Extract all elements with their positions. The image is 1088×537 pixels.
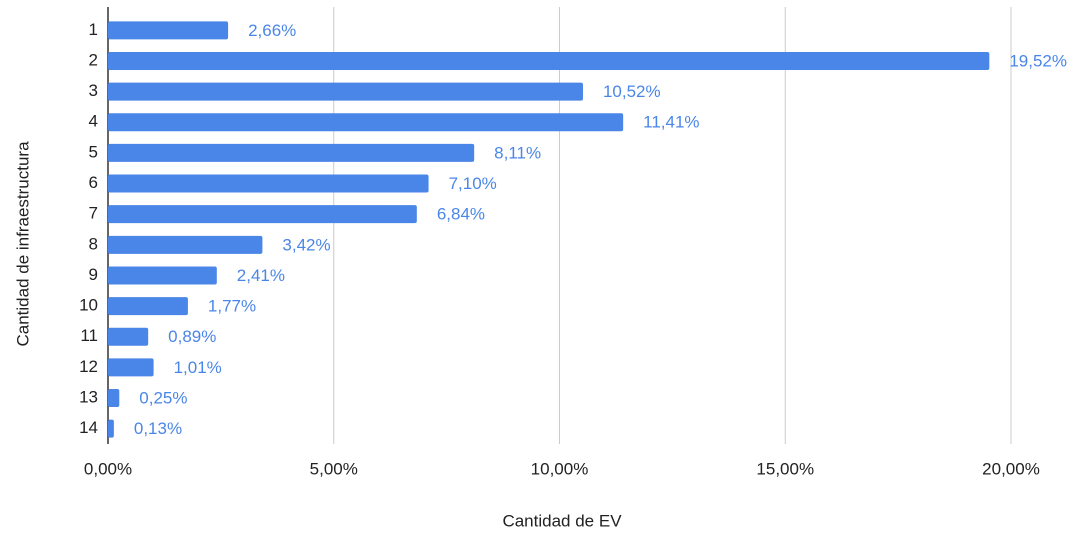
- x-tick-label: 10,00%: [531, 459, 589, 478]
- value-label: 2,66%: [248, 21, 296, 40]
- x-axis-label: Cantidad de EV: [502, 511, 622, 530]
- value-label: 0,89%: [168, 327, 216, 346]
- bar: [108, 21, 229, 40]
- bar: [108, 358, 154, 377]
- y-tick-label: 4: [89, 112, 98, 131]
- value-label: 0,13%: [134, 419, 182, 438]
- bar: [108, 297, 188, 316]
- bar: [108, 205, 417, 224]
- bar: [108, 113, 624, 132]
- bar: [108, 82, 583, 101]
- y-tick-label: 13: [79, 388, 98, 407]
- bar: [108, 266, 217, 285]
- bar: [108, 143, 475, 162]
- value-label: 0,25%: [139, 389, 187, 408]
- bar: [108, 389, 120, 408]
- value-label: 1,77%: [208, 297, 256, 316]
- bar: [108, 327, 149, 346]
- y-tick-label: 6: [89, 173, 98, 192]
- x-tick-label: 15,00%: [756, 459, 814, 478]
- y-tick-label: 2: [89, 50, 98, 69]
- value-label: 8,11%: [494, 143, 541, 162]
- y-tick-label: 9: [89, 265, 98, 284]
- x-tick-label: 0,00%: [84, 459, 132, 478]
- bar: [108, 174, 429, 193]
- value-label: 19,52%: [1009, 51, 1067, 70]
- y-tick-label: 8: [89, 234, 98, 253]
- y-axis-label: Cantidad de infraestructura: [13, 141, 32, 347]
- value-label: 7,10%: [449, 174, 497, 193]
- value-label: 11,41%: [643, 113, 699, 132]
- y-tick-label: 11: [80, 326, 98, 345]
- bar: [108, 51, 990, 70]
- value-label: 1,01%: [174, 358, 222, 377]
- y-tick-label: 12: [79, 357, 98, 376]
- x-tick-label: 20,00%: [982, 459, 1040, 478]
- value-label: 6,84%: [437, 205, 485, 224]
- value-label: 2,41%: [237, 266, 285, 285]
- y-tick-label: 1: [89, 20, 98, 39]
- y-tick-label: 10: [79, 296, 98, 315]
- x-tick-label: 5,00%: [310, 459, 358, 478]
- y-tick-label: 7: [89, 204, 98, 223]
- y-tick-label: 5: [89, 142, 98, 161]
- y-tick-label: 14: [79, 418, 98, 437]
- bar: [108, 419, 114, 438]
- value-label: 3,42%: [282, 235, 330, 254]
- value-label: 10,52%: [603, 82, 661, 101]
- bar: [108, 235, 263, 254]
- y-tick-label: 3: [89, 81, 98, 100]
